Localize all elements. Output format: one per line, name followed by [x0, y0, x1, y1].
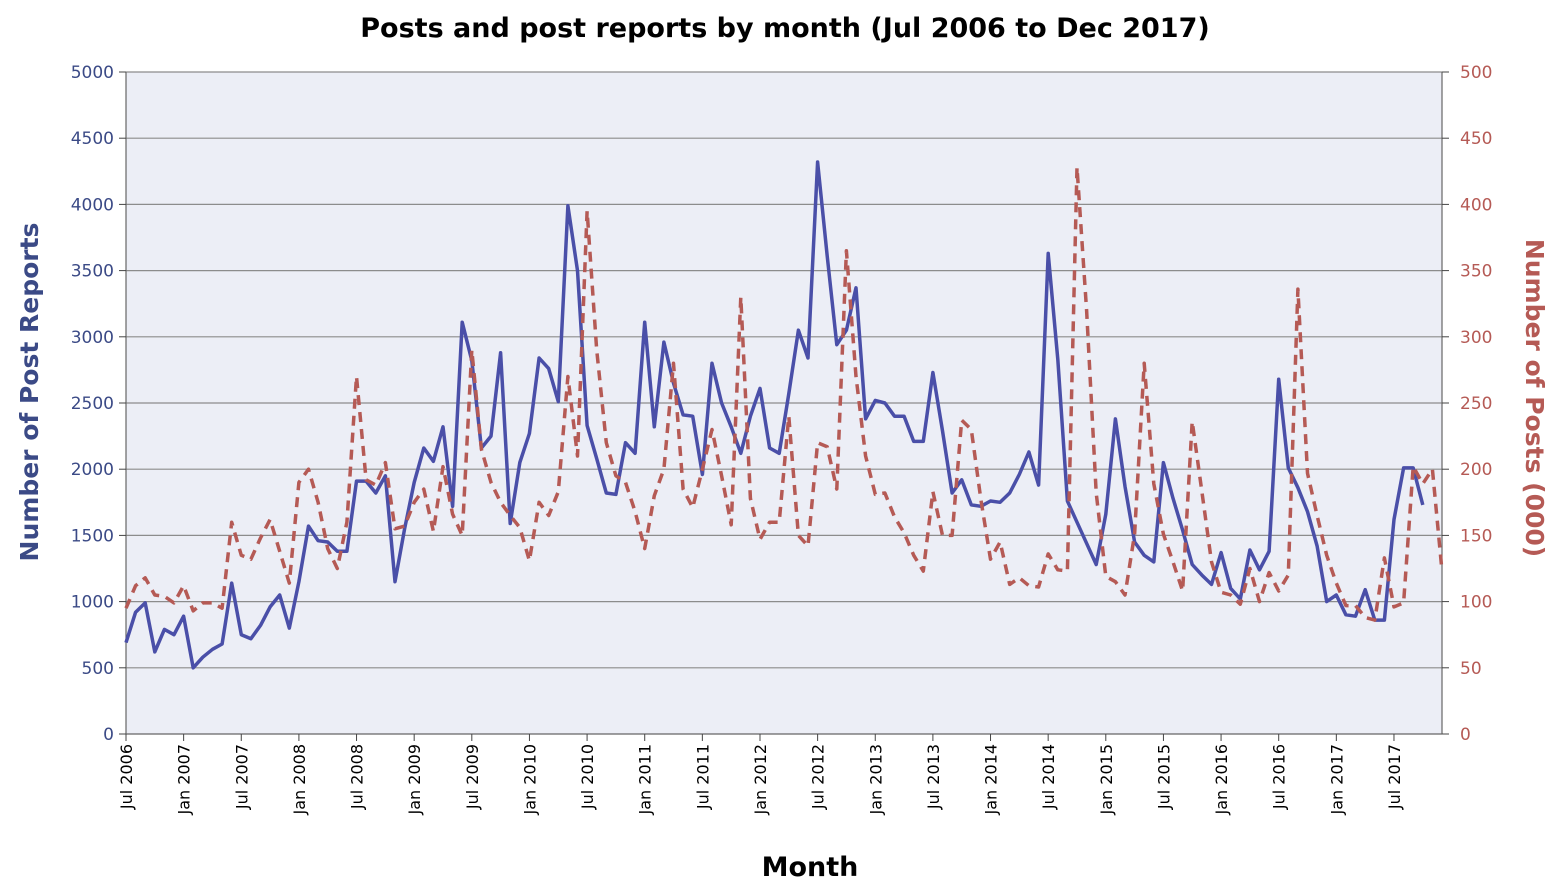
x-tick-label: Jan 2009 — [405, 744, 424, 815]
x-tick-label: Jul 2011 — [693, 744, 712, 810]
x-tick-label: Jan 2011 — [636, 744, 655, 815]
series — [124, 160, 1444, 670]
x-tick-label: Jul 2009 — [463, 744, 482, 810]
x-tick-label: Jan 2016 — [1212, 744, 1231, 815]
y-left-tick-label: 4500 — [71, 129, 114, 149]
y-axis-left-ticks: 0 500 1000 1500 2000 2500 3000 3500 4000 4500 5000 — [71, 63, 126, 745]
y-right-tick-label: 150 — [1460, 526, 1492, 546]
y-right-tick-label: 300 — [1460, 328, 1492, 348]
y-right-tick-label: 100 — [1460, 593, 1492, 613]
x-tick-label: Jul 2016 — [1270, 744, 1289, 810]
x-tick-label: Jul 2014 — [1039, 744, 1058, 810]
x-tick-label: Jul 2015 — [1154, 744, 1173, 810]
x-tick-label: Jan 2017 — [1327, 744, 1346, 815]
x-tick-label: Jan 2008 — [290, 744, 309, 815]
y-right-tick-label: 250 — [1460, 394, 1492, 414]
y-left-tick-label: 500 — [82, 659, 114, 679]
x-tick-label: Jan 2007 — [175, 744, 194, 815]
y-axis-right-label: Number of Posts (000) — [1520, 239, 1549, 557]
x-tick-label: Jan 2013 — [866, 744, 885, 815]
y-right-tick-label: 200 — [1460, 460, 1492, 480]
y-left-tick-label: 1500 — [71, 526, 114, 546]
y-right-tick-label: 0 — [1460, 725, 1471, 745]
chart-title: Posts and post reports by month (Jul 200… — [360, 13, 1209, 44]
x-tick-label: Jan 2015 — [1097, 744, 1116, 815]
y-right-tick-label: 500 — [1460, 63, 1492, 83]
x-tick-label: Jul 2012 — [809, 744, 828, 810]
series-posts-line — [124, 165, 1444, 622]
y-left-tick-label: 5000 — [71, 63, 114, 83]
y-left-tick-label: 3000 — [71, 328, 114, 348]
x-axis-label: Month — [762, 852, 859, 883]
x-tick-label: Jul 2008 — [348, 744, 367, 810]
x-tick-label: Jan 2014 — [982, 744, 1001, 815]
x-tick-label: Jul 2017 — [1385, 744, 1404, 810]
y-right-tick-label: 400 — [1460, 195, 1492, 215]
y-left-tick-label: 1000 — [71, 593, 114, 613]
y-left-tick-label: 2000 — [71, 460, 114, 480]
y-left-tick-label: 2500 — [71, 394, 114, 414]
x-tick-label: Jan 2012 — [751, 744, 770, 815]
y-left-tick-label: 0 — [103, 725, 114, 745]
x-tick-label: Jul 2006 — [117, 744, 136, 810]
x-tick-label: Jan 2010 — [520, 744, 539, 815]
x-tick-label: Jul 2013 — [924, 744, 943, 810]
x-tick-label: Jul 2007 — [232, 744, 251, 810]
y-right-tick-label: 450 — [1460, 129, 1492, 149]
y-right-tick-label: 50 — [1460, 659, 1482, 679]
y-left-tick-label: 3500 — [71, 262, 114, 282]
y-axis-right-ticks: 0 50 100 150 200 250 300 350 400 450 500 — [1442, 63, 1492, 745]
y-right-tick-label: 350 — [1460, 262, 1492, 282]
x-axis-ticks: Jul 2006 Jan 2007 Jul 2007 Jan 2008 Jul 2008… — [117, 734, 1404, 815]
x-tick-label: Jul 2010 — [578, 744, 597, 810]
y-axis-left-label: Number of Post Reports — [15, 223, 44, 562]
y-left-tick-label: 4000 — [71, 195, 114, 215]
